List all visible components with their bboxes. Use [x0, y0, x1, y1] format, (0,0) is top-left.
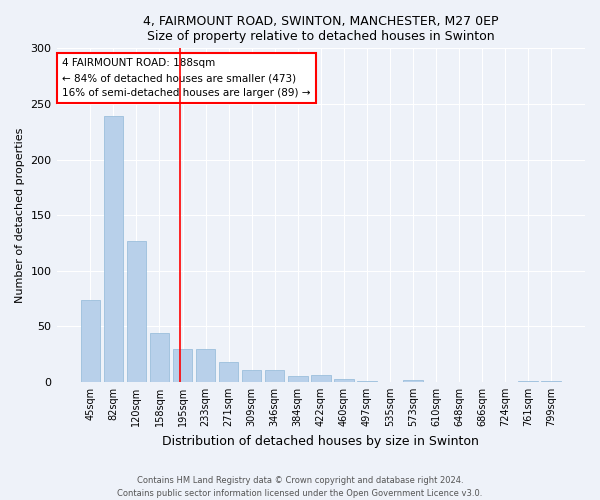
- Bar: [149, 333, 169, 382]
- Bar: [80, 300, 100, 382]
- Bar: [334, 378, 353, 382]
- Bar: [104, 116, 123, 382]
- Text: 4 FAIRMOUNT ROAD: 188sqm
← 84% of detached houses are smaller (473)
16% of semi-: 4 FAIRMOUNT ROAD: 188sqm ← 84% of detach…: [62, 58, 310, 98]
- Bar: [541, 381, 561, 382]
- Y-axis label: Number of detached properties: Number of detached properties: [15, 128, 25, 303]
- Bar: [219, 362, 238, 382]
- Bar: [265, 370, 284, 382]
- Text: Contains HM Land Registry data © Crown copyright and database right 2024.
Contai: Contains HM Land Registry data © Crown c…: [118, 476, 482, 498]
- Bar: [288, 376, 308, 382]
- X-axis label: Distribution of detached houses by size in Swinton: Distribution of detached houses by size …: [163, 434, 479, 448]
- Bar: [403, 380, 423, 382]
- Bar: [357, 381, 377, 382]
- Bar: [196, 348, 215, 382]
- Bar: [518, 381, 538, 382]
- Bar: [242, 370, 262, 382]
- Bar: [173, 348, 193, 382]
- Bar: [311, 376, 331, 382]
- Title: 4, FAIRMOUNT ROAD, SWINTON, MANCHESTER, M27 0EP
Size of property relative to det: 4, FAIRMOUNT ROAD, SWINTON, MANCHESTER, …: [143, 15, 499, 43]
- Bar: [127, 240, 146, 382]
